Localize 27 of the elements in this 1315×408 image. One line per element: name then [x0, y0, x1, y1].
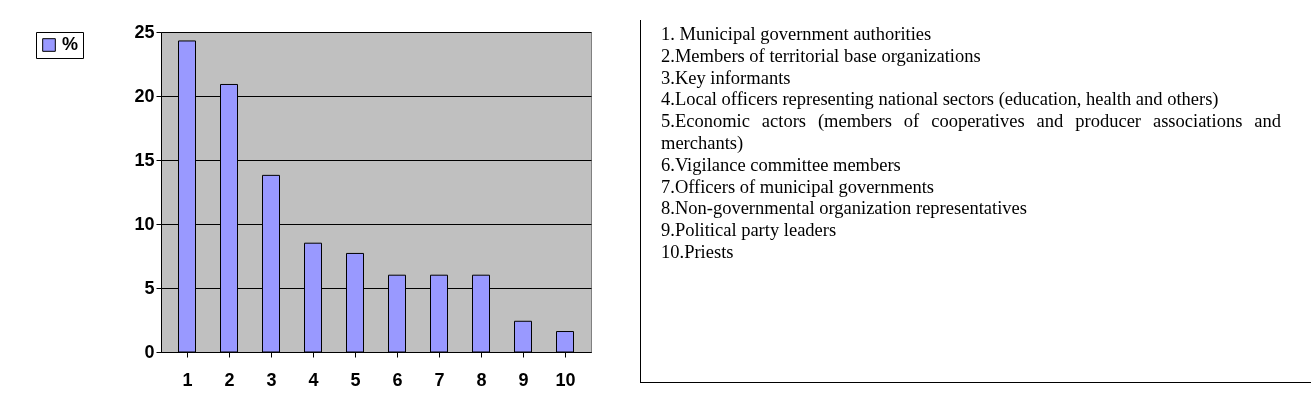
legend-label: %: [62, 34, 79, 54]
x-tick-label: 1: [182, 369, 193, 390]
x-tick-label: 6: [392, 369, 403, 390]
text: 6.Vigilance committee members: [661, 154, 902, 177]
text: 1. Municipal government authorities: [661, 24, 933, 46]
x-tick-label: 5: [350, 369, 361, 390]
x-tick-label: 3: [266, 369, 277, 390]
y-tick-label: 20: [134, 85, 155, 106]
text: 9.Political party leaders: [661, 220, 838, 242]
y-tick-label: 0: [144, 341, 155, 362]
text: 4.Local officers representing national sectors (education, health and others): [661, 89, 1220, 112]
text: 7.Officers of municipal governments: [661, 176, 935, 199]
x-tick-label: 8: [476, 369, 487, 390]
x-tick-label: 9: [518, 369, 529, 390]
y-tick-label: 25: [134, 21, 155, 42]
x-tick-label: 4: [308, 369, 319, 390]
text: 10.Priests: [661, 241, 735, 264]
text: 3.Key informants: [661, 67, 792, 90]
y-tick-label: 15: [134, 149, 155, 170]
text: 2.Members of territorial base organizations: [661, 45, 982, 68]
y-tick-label: 5: [144, 277, 155, 298]
x-tick-label: 2: [224, 369, 235, 390]
x-tick-label: 10: [555, 369, 576, 390]
y-tick-label: 10: [134, 213, 155, 234]
text: 5.Economic actors (members of cooperatives and producer associations and merchants): [661, 111, 1281, 155]
x-tick-label: 7: [434, 369, 445, 390]
text: 8.Non-governmental organization representatives: [661, 198, 1028, 221]
